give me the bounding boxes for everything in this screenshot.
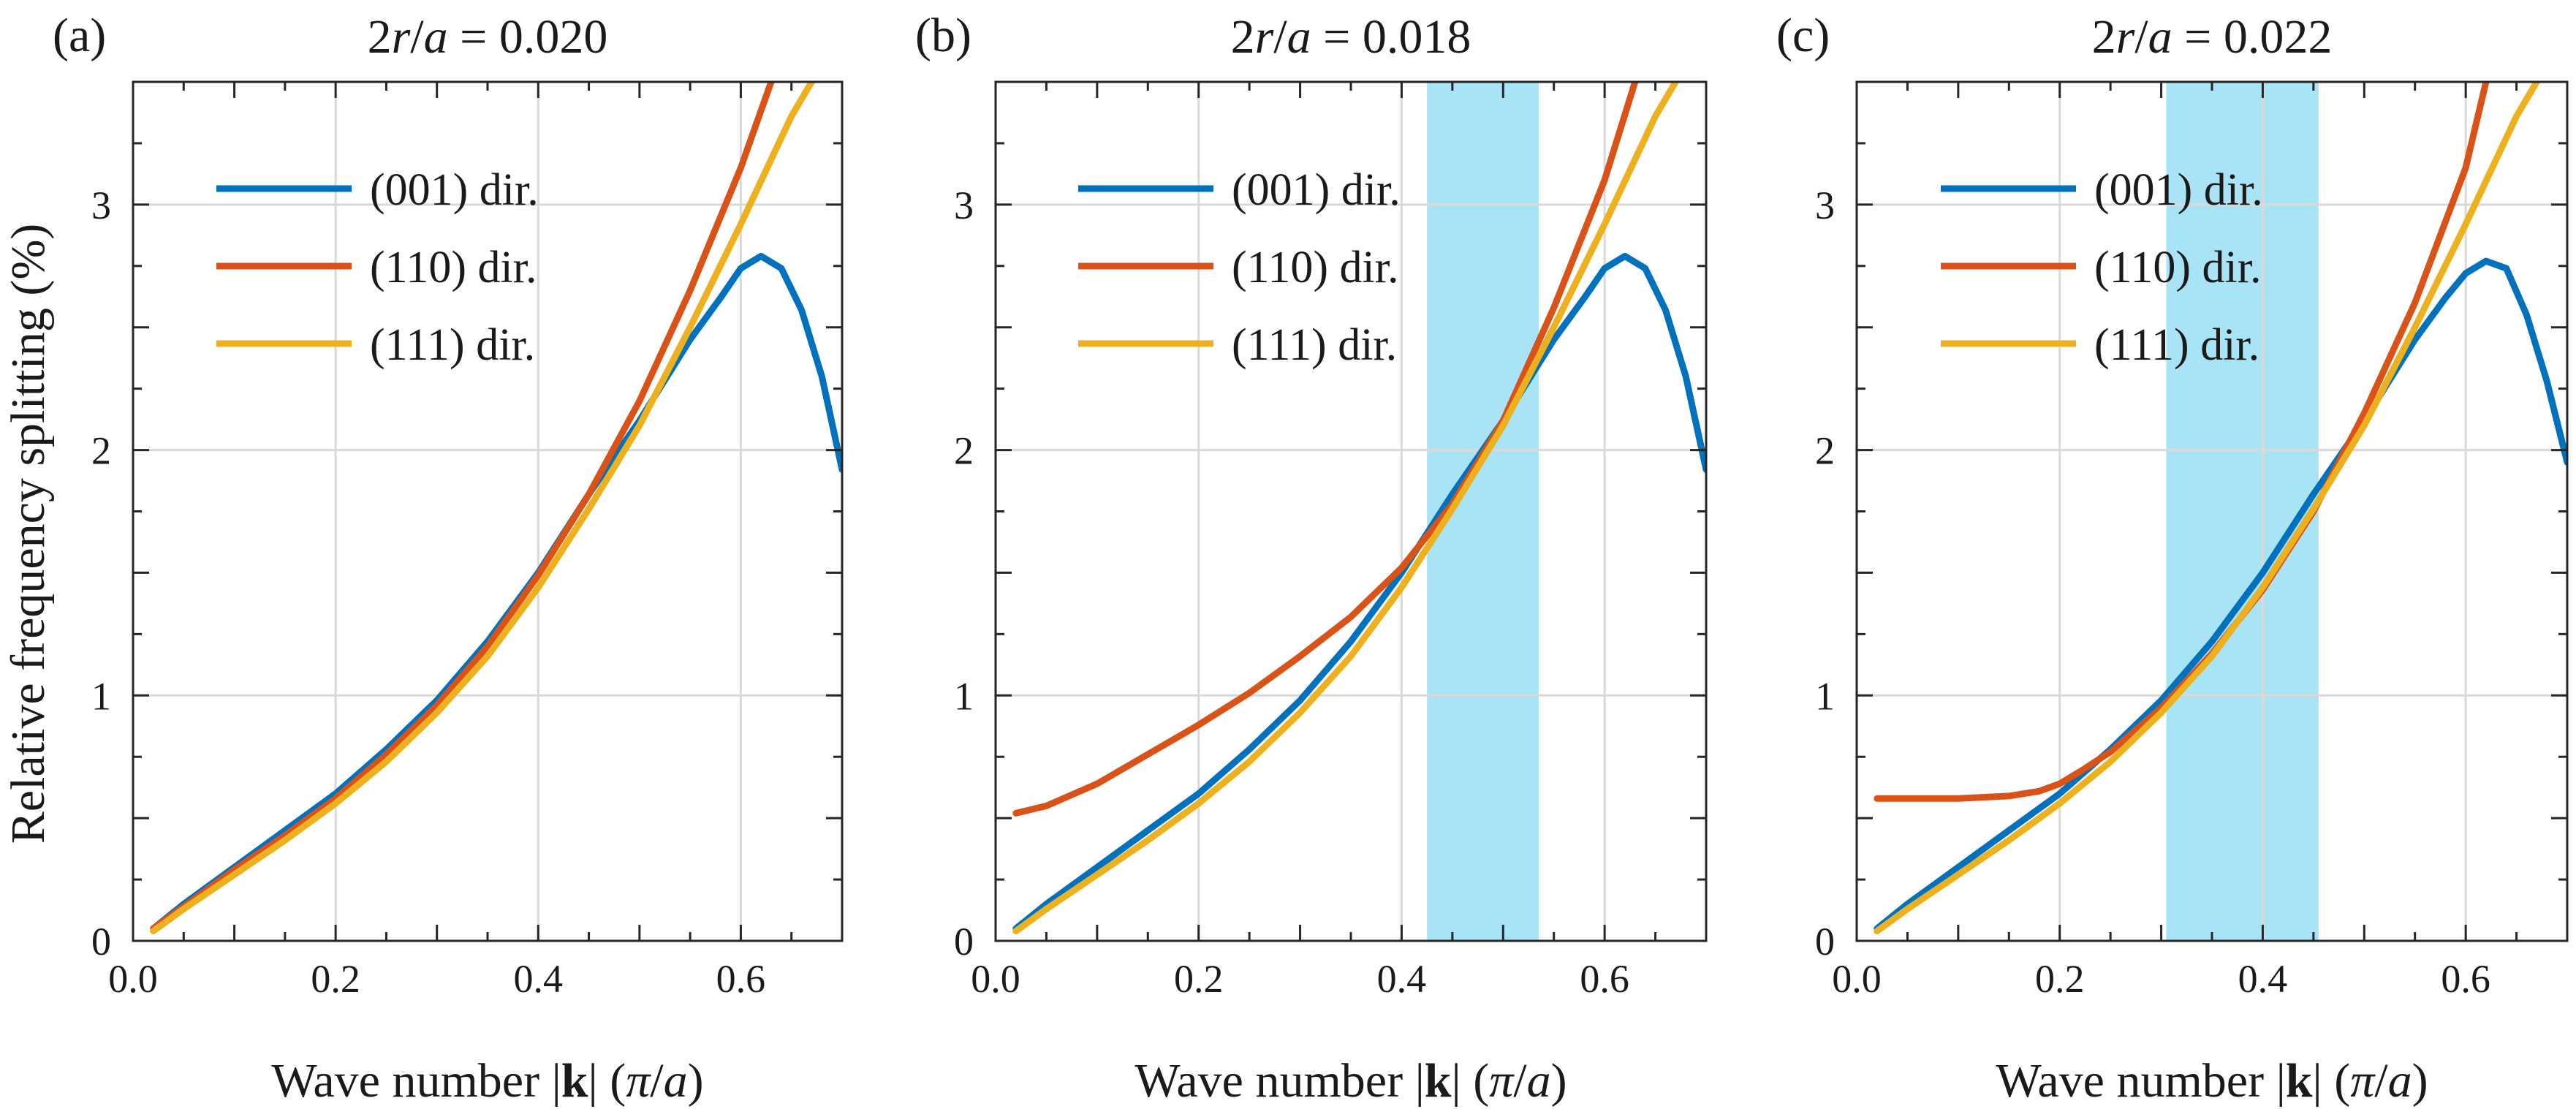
x-tick-label: 0.0: [971, 957, 1020, 1001]
legend: (001) dir. (110) dir. (111) dir.: [1941, 165, 2263, 370]
xlabel-suffix: ): [1551, 1054, 1567, 1108]
legend-entry: (110) dir.: [2094, 243, 2261, 292]
xlabel-a: a: [664, 1054, 688, 1108]
series-line-001dir: [1874, 257, 2567, 932]
x-axis-label: Wave number |k| (π/a): [1996, 1054, 2428, 1108]
xlabel-slash: /: [2374, 1054, 2388, 1108]
legend-entry: (001) dir.: [370, 165, 539, 215]
y-tick-label: 1: [1815, 674, 1835, 718]
xlabel-suffix: ): [2412, 1054, 2428, 1108]
panel-label: (a): [53, 9, 106, 62]
x-tick-label: 0.2: [311, 957, 360, 1001]
title-a: a: [2148, 10, 2172, 64]
y-tick-label: 2: [954, 429, 974, 473]
x-axis-label: Wave number |k| (π/a): [1134, 1054, 1567, 1108]
panel-title: 2r/a = 0.022: [2092, 10, 2333, 64]
series-line-110dir: [150, 82, 775, 932]
x-axis-label: Wave number |k| (π/a): [271, 1054, 703, 1108]
title-r: r: [2116, 10, 2135, 64]
x-tick-label: 0.0: [108, 957, 158, 1001]
xlabel-prefix: Wave number |: [1134, 1054, 1424, 1108]
xlabel-a: a: [2388, 1054, 2412, 1108]
legend-entry: (110) dir.: [370, 243, 537, 292]
title-prefix: 2: [1231, 10, 1255, 64]
series-line-111dir: [1012, 82, 1679, 935]
panel-title: 2r/a = 0.018: [1231, 10, 1471, 64]
xlabel-slash: /: [1513, 1054, 1527, 1108]
xlabel-k: k: [1425, 1054, 1452, 1108]
y-tick-label: 1: [954, 674, 974, 718]
title-prefix: 2: [2092, 10, 2116, 64]
xlabel-k: k: [2286, 1054, 2313, 1108]
legend: (001) dir. (110) dir. (111) dir.: [1078, 165, 1401, 370]
x-tick-label: 0.4: [514, 957, 564, 1001]
xlabel-mid: | (: [2313, 1054, 2351, 1108]
x-tick-label: 0.6: [716, 957, 766, 1001]
title-r: r: [392, 10, 411, 64]
x-tick-label: 0.6: [2441, 957, 2490, 1001]
x-tick-label: 0.4: [1377, 957, 1427, 1001]
xlabel-pi: π: [626, 1054, 651, 1108]
panel-title: 2r/a = 0.020: [368, 10, 608, 64]
title-r: r: [1255, 10, 1274, 64]
y-tick-label: 0: [1815, 920, 1835, 964]
y-tick-label: 0: [91, 920, 111, 964]
panel-label: (b): [915, 9, 971, 62]
title-value: = 0.022: [2172, 10, 2333, 64]
xlabel-prefix: Wave number |: [1996, 1054, 2285, 1108]
y-tick-label: 3: [91, 183, 111, 227]
xlabel-a: a: [1527, 1054, 1551, 1108]
y-tick-label: 0: [954, 920, 974, 964]
x-tick-label: 0.6: [1580, 957, 1629, 1001]
legend-entry: (001) dir.: [1232, 165, 1401, 215]
title-slash: /: [410, 10, 424, 64]
panel-label: (c): [1776, 9, 1830, 62]
xlabel-suffix: ): [688, 1054, 704, 1108]
series-line-110dir: [1012, 82, 1639, 817]
xlabel-prefix: Wave number |: [271, 1054, 561, 1108]
xlabel-mid: | (: [588, 1054, 626, 1108]
series-group: [150, 82, 842, 935]
legend-entry: (111) dir.: [370, 320, 535, 370]
xlabel-k: k: [561, 1054, 588, 1108]
y-tick-label: 3: [954, 183, 974, 227]
legend-entry: (110) dir.: [1232, 243, 1398, 292]
y-tick-label: 3: [1815, 183, 1835, 227]
title-value: = 0.020: [448, 10, 608, 64]
legend: (001) dir. (110) dir. (111) dir.: [216, 165, 539, 370]
x-tick-label: 0.2: [1174, 957, 1224, 1001]
x-tick-label: 0.2: [2035, 957, 2085, 1001]
y-tick-label: 1: [91, 674, 111, 718]
x-tick-label: 0.4: [2238, 957, 2288, 1001]
title-slash: /: [2134, 10, 2148, 64]
y-tick-label: 2: [1815, 429, 1835, 473]
title-a: a: [1287, 10, 1311, 64]
shaded-band: [2166, 82, 2319, 941]
series-line-110dir: [1874, 82, 2490, 802]
y-axis-label: Relative frequency splitting (%): [1, 224, 55, 844]
title-prefix: 2: [368, 10, 392, 64]
title-a: a: [424, 10, 448, 64]
xlabel-pi: π: [2350, 1054, 2376, 1108]
xlabel-pi: π: [1489, 1054, 1515, 1108]
legend-entry: (001) dir.: [2094, 165, 2263, 215]
series-group: [1874, 82, 2567, 935]
legend-entry: (111) dir.: [2094, 320, 2259, 370]
series-line-001dir: [1012, 252, 1706, 932]
xlabel-slash: /: [650, 1054, 664, 1108]
legend-entry: (111) dir.: [1232, 320, 1397, 370]
y-tick-label: 2: [91, 429, 111, 473]
series-line-111dir: [150, 82, 815, 935]
series-line-111dir: [1874, 82, 2540, 935]
series-group: [1012, 82, 1706, 935]
title-slash: /: [1273, 10, 1287, 64]
xlabel-mid: | (: [1452, 1054, 1490, 1108]
x-tick-label: 0.0: [1832, 957, 1882, 1001]
title-value: = 0.018: [1311, 10, 1471, 64]
